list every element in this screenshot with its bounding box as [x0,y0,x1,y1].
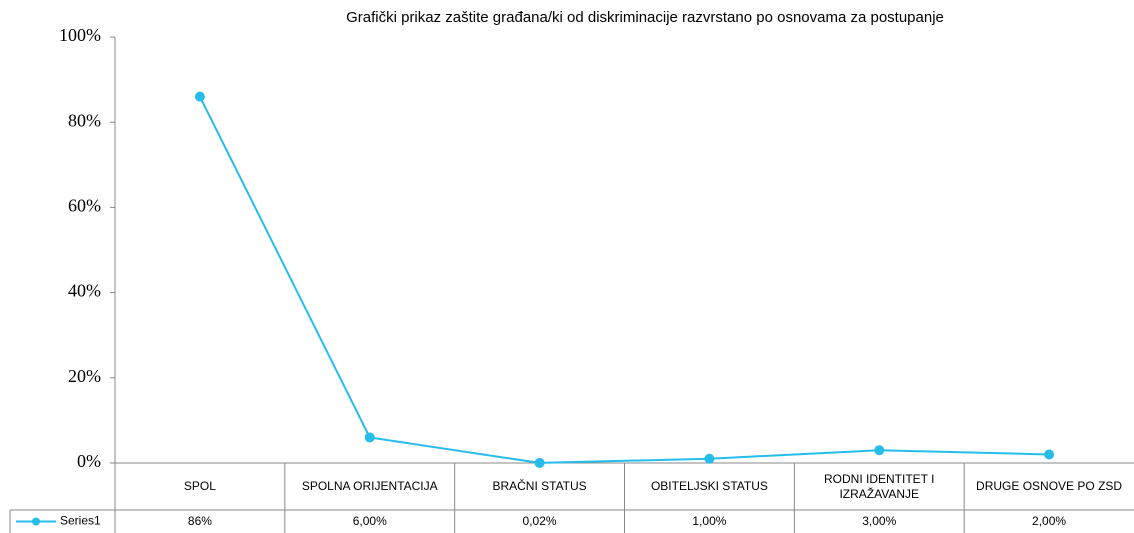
y-tick-label: 0% [77,451,101,471]
x-tick-label: SPOL [183,479,216,493]
x-tick-label: SPOLNA ORIJENTACIJA [301,479,438,493]
marker [1044,449,1055,460]
x-tick-label: DRUGE OSNOVE PO ZSD [976,479,1123,493]
data-label: 86% [187,514,212,528]
x-tick-label: OBITELJSKI STATUS [650,479,768,493]
y-tick-label: 40% [68,281,101,301]
chart-title: Grafički prikaz zaštite građana/ki od di… [346,9,944,26]
x-tick-label: RODNI IDENTITET I IZRAŽAVANJE [824,471,935,501]
y-tick-label: 80% [68,110,101,130]
marker [364,432,375,443]
legend-label: Series1 [60,514,101,528]
y-tick-label: 60% [68,196,101,216]
data-label: 6,00% [352,514,387,528]
line [199,96,1050,464]
data-label: 1,00% [692,514,727,528]
y-tick-label: 100% [59,25,101,45]
data-label: 0,02% [522,514,557,528]
marker [874,445,885,456]
data-label: 2,00% [1032,514,1067,528]
legend-marker [32,517,40,526]
data-label: 3,00% [862,514,897,528]
y-tick-label: 20% [68,366,101,386]
marker [704,453,715,464]
x-tick-label: BRAČNI STATUS [492,479,587,493]
marker [194,91,205,102]
marker [534,457,545,468]
